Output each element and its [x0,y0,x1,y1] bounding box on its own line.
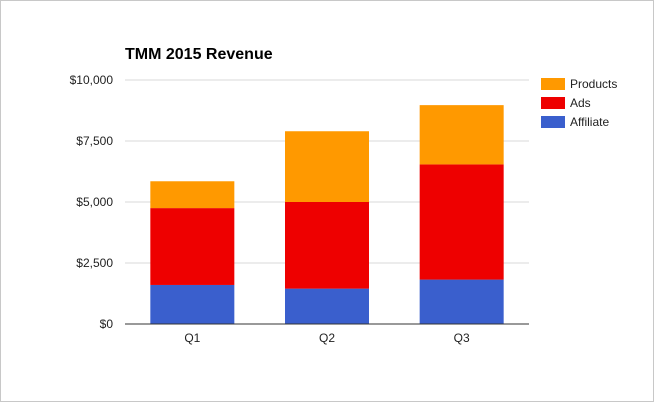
bar-products-q1 [150,181,235,209]
bar-affiliate-q2 [285,288,369,324]
legend-label-affiliate: Affiliate [570,115,609,129]
axes: $0 $2,500 $5,000 $7,500 $10,000 Q1 Q2 Q3 [70,73,529,345]
bar-affiliate-q1 [150,284,235,324]
legend-swatch-ads [541,97,565,109]
y-tick-label: $0 [100,317,114,331]
bars [150,105,504,324]
legend-swatch-products [541,78,565,90]
legend-label-ads: Ads [570,96,591,110]
chart-title: TMM 2015 Revenue [125,46,273,63]
bar-ads-q3 [419,164,504,280]
bar-products-q3 [419,105,504,165]
y-tick-label: $7,500 [76,134,113,148]
x-tick-label: Q2 [319,331,335,345]
y-tick-label: $2,500 [76,256,113,270]
legend: Products Ads Affiliate [541,77,617,129]
y-tick-label: $10,000 [70,73,114,87]
x-tick-label: Q1 [184,331,200,345]
bar-ads-q2 [285,202,369,289]
bar-products-q2 [285,131,369,202]
legend-label-products: Products [570,77,617,91]
bar-ads-q1 [150,208,235,285]
x-tick-label: Q3 [454,331,470,345]
legend-swatch-affiliate [541,116,565,128]
y-tick-label: $5,000 [76,195,113,209]
bar-affiliate-q3 [419,279,504,324]
